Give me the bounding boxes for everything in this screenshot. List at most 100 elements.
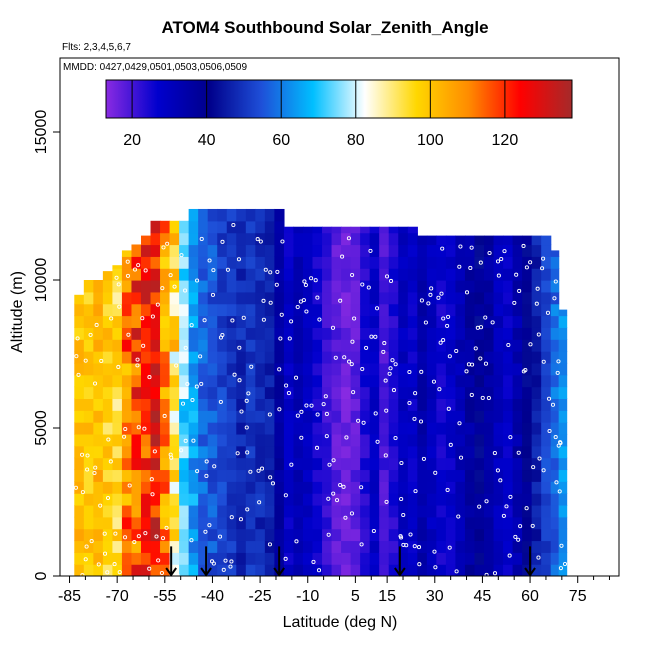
sample-point [506, 342, 511, 348]
heatmap-cell [388, 398, 399, 411]
sample-point [349, 511, 355, 516]
sample-point [229, 559, 234, 564]
heatmap-cell [255, 493, 266, 506]
heatmap-cell [245, 386, 256, 399]
heatmap-cell [484, 374, 495, 388]
heatmap-cell [331, 327, 342, 340]
heatmap-cell [331, 244, 342, 257]
heatmap-cell [283, 362, 295, 376]
heatmap-cell [407, 481, 418, 494]
heatmap-cell [131, 386, 142, 399]
heatmap-cell [541, 481, 552, 494]
heatmap-cell [369, 291, 380, 305]
heatmap-cell [302, 552, 314, 565]
heatmap-cell [121, 493, 133, 506]
heatmap-cell [550, 315, 560, 328]
sample-point [98, 503, 103, 508]
heatmap-cell [436, 235, 447, 246]
heatmap-cell [550, 256, 560, 269]
heatmap-cell [198, 291, 209, 305]
heatmap-cell [474, 528, 485, 542]
heatmap-cell [541, 315, 552, 328]
heatmap-cell [150, 398, 161, 411]
heatmap-cell [350, 433, 361, 447]
sample-point [496, 273, 501, 278]
heatmap-cell [245, 410, 256, 423]
heatmap-cell [503, 280, 514, 293]
heatmap-cell [455, 493, 466, 506]
heatmap-cell [169, 493, 180, 506]
heatmap-cell [121, 315, 133, 328]
heatmap-cell [550, 469, 560, 482]
heatmap-cell [131, 398, 142, 411]
sample-point [140, 316, 145, 321]
heatmap-cell [264, 516, 275, 530]
heatmap-cell [417, 540, 428, 553]
heatmap-cell [379, 528, 390, 542]
heatmap-cell [512, 493, 523, 506]
heatmap-cell [484, 327, 495, 340]
sample-point [289, 462, 294, 467]
heatmap-cell [350, 564, 361, 576]
heatmap-cell [484, 540, 495, 553]
heatmap-cell [474, 374, 485, 388]
heatmap-cell [350, 422, 361, 435]
sample-point [388, 278, 394, 284]
heatmap-cell [360, 540, 371, 553]
heatmap-cell [522, 339, 533, 352]
heatmap-cell [484, 564, 495, 576]
heatmap-cell [131, 291, 142, 305]
sample-point [93, 465, 98, 470]
heatmap-cell [83, 351, 94, 364]
heatmap-cell [531, 303, 542, 317]
heatmap-cell [445, 552, 457, 565]
sample-point [478, 356, 483, 361]
heatmap-cell [283, 564, 295, 576]
heatmap-cell [484, 552, 495, 565]
heatmap-cell [369, 552, 380, 565]
heatmap-cell [293, 504, 304, 518]
heatmap-cell [245, 291, 256, 305]
heatmap-cell [436, 280, 447, 293]
heatmap-cell [93, 528, 104, 542]
heatmap-cell [102, 540, 114, 553]
sample-point [412, 544, 417, 549]
heatmap-cell [331, 410, 342, 423]
heatmap-cell [531, 469, 542, 482]
heatmap-cell [102, 271, 114, 281]
heatmap-cell [350, 268, 361, 281]
heatmap-cell [160, 433, 171, 447]
sample-point [80, 490, 85, 495]
heatmap-cell [455, 291, 466, 305]
down-arrow-icon [165, 546, 177, 577]
heatmap-cell [379, 362, 390, 376]
sample-point [338, 482, 343, 488]
heatmap-cell [198, 457, 209, 471]
heatmap-cell [312, 493, 323, 506]
heatmap-cell [283, 445, 295, 459]
heatmap-cell [102, 410, 114, 423]
heatmap-cell [550, 433, 560, 447]
heatmap-cell [112, 516, 123, 530]
heatmap-cell [179, 516, 190, 530]
sample-point [492, 451, 497, 456]
heatmap-cell [360, 226, 371, 234]
heatmap-cell [140, 552, 152, 565]
heatmap-cell [264, 422, 275, 435]
heatmap-cell [188, 374, 199, 388]
heatmap-cell [293, 540, 304, 553]
heatmap-cell [331, 481, 342, 494]
heatmap-cell [226, 268, 237, 281]
sample-point [189, 538, 194, 543]
sample-point [85, 453, 90, 458]
sample-point [373, 411, 378, 416]
heatmap-cell [417, 256, 428, 269]
heatmap-cell [426, 351, 437, 364]
sample-point [83, 358, 88, 363]
heatmap-cell [245, 339, 256, 352]
heatmap-cell [74, 540, 85, 553]
heatmap-cell [417, 564, 428, 576]
heatmap-cell [388, 351, 399, 364]
heatmap-cell [484, 469, 495, 482]
heatmap-cell [74, 528, 85, 542]
